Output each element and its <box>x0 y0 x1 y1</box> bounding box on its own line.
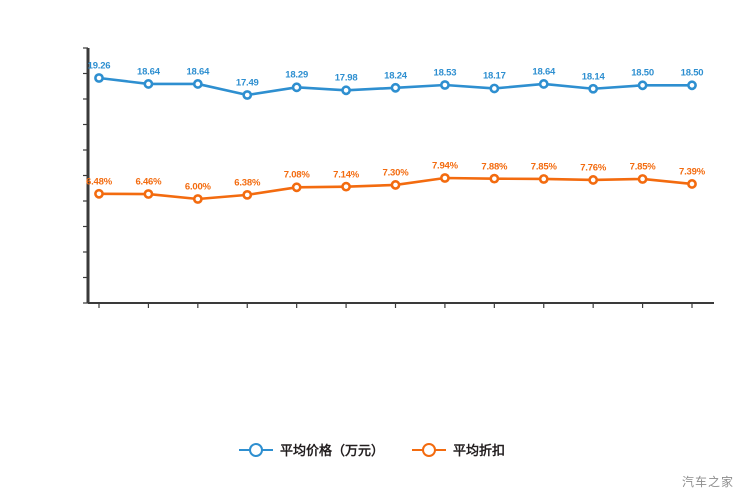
data-point-price-8 <box>440 80 450 90</box>
series-average-discount <box>94 173 697 204</box>
data-label-discount-13: 7.39% <box>679 166 705 178</box>
data-label-discount-6: 7.14% <box>333 169 360 181</box>
legend-label-average-discount: 平均折扣 <box>453 443 506 458</box>
legend-item-average-price[interactable]: 平均价格（万元） <box>238 440 384 459</box>
markers-average-discount <box>94 173 697 204</box>
data-label-discount-8: 7.94% <box>431 160 458 172</box>
data-point-price-7 <box>390 82 401 93</box>
data-label-price-5: 18.29 <box>285 69 309 81</box>
axis-group <box>83 47 714 308</box>
data-point-price-2 <box>143 79 154 89</box>
data-label-price-7: 18.24 <box>384 70 407 82</box>
data-point-price-13 <box>687 80 697 91</box>
data-point-price-4 <box>242 90 253 100</box>
data-label-discount-4: 6.38% <box>234 177 261 189</box>
data-label-price-6: 17.98 <box>334 72 358 84</box>
data-label-discount-11: 7.76% <box>580 162 607 174</box>
data-point-discount-4 <box>242 189 253 200</box>
data-label-price-2: 18.64 <box>137 66 160 78</box>
data-label-price-9: 18.17 <box>482 70 506 82</box>
data-point-price-3 <box>192 79 203 89</box>
data-point-discount-1 <box>94 188 104 199</box>
data-point-discount-9 <box>489 173 500 184</box>
y-axis-ticks <box>83 47 88 304</box>
series-average-price <box>94 73 697 100</box>
data-label-discount-7: 7.30% <box>382 167 409 179</box>
legend-label-average-price: 平均价格（万元） <box>279 443 384 458</box>
data-label-price-10: 18.64 <box>532 66 556 78</box>
data-point-price-1 <box>94 73 104 83</box>
legend-marker-price-icon <box>238 442 273 457</box>
chart-legend: 平均价格（万元） 平均折扣 <box>0 440 744 459</box>
legend-marker-discount-icon <box>412 442 446 457</box>
data-point-price-11 <box>588 83 599 94</box>
data-label-price-13: 18.50 <box>680 67 704 79</box>
data-label-price-3: 18.64 <box>186 66 210 78</box>
data-label-discount-1: 6.48% <box>86 176 112 188</box>
data-point-price-12 <box>637 80 648 91</box>
data-label-discount-10: 7.85% <box>530 161 557 173</box>
watermark-autohome: 汽车之家 <box>681 475 734 489</box>
data-label-price-8: 18.53 <box>433 67 457 79</box>
data-point-discount-3 <box>192 194 203 204</box>
data-label-price-1: 19.26 <box>87 60 111 72</box>
data-point-price-6 <box>341 85 351 96</box>
data-label-discount-2: 6.46% <box>135 176 162 188</box>
data-label-price-12: 18.50 <box>631 67 654 79</box>
data-point-discount-12 <box>637 174 648 184</box>
data-label-price-4: 17.49 <box>235 77 259 89</box>
data-point-discount-5 <box>291 182 302 193</box>
data-point-price-5 <box>291 82 302 93</box>
data-point-discount-10 <box>538 174 549 184</box>
data-point-discount-2 <box>143 189 154 199</box>
data-label-price-11: 18.14 <box>581 71 605 83</box>
data-point-discount-7 <box>390 180 401 190</box>
data-label-discount-12: 7.85% <box>629 161 656 173</box>
legend-item-average-discount[interactable]: 平均折扣 <box>412 440 505 459</box>
data-point-price-10 <box>538 79 549 89</box>
data-label-discount-5: 7.08% <box>283 169 310 181</box>
data-point-discount-11 <box>588 175 599 185</box>
markers-average-price <box>94 73 697 100</box>
data-point-discount-8 <box>440 173 450 183</box>
data-point-discount-6 <box>341 181 351 192</box>
data-label-discount-9: 7.88% <box>481 161 508 173</box>
data-point-price-9 <box>489 83 500 94</box>
data-label-discount-3: 6.00% <box>184 181 211 193</box>
data-point-discount-13 <box>687 179 697 189</box>
x-axis-ticks <box>98 303 693 308</box>
